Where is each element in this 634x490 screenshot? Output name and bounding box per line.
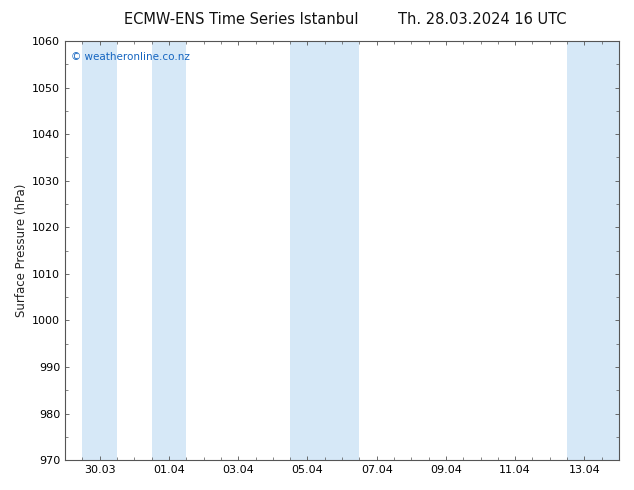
Text: Th. 28.03.2024 16 UTC: Th. 28.03.2024 16 UTC	[398, 12, 566, 27]
Text: © weatheronline.co.nz: © weatheronline.co.nz	[71, 51, 190, 62]
Bar	[152, 41, 186, 460]
Bar	[82, 41, 117, 460]
Bar	[567, 41, 619, 460]
Bar	[290, 41, 359, 460]
Text: ECMW-ENS Time Series Istanbul: ECMW-ENS Time Series Istanbul	[124, 12, 358, 27]
Y-axis label: Surface Pressure (hPa): Surface Pressure (hPa)	[15, 184, 28, 318]
